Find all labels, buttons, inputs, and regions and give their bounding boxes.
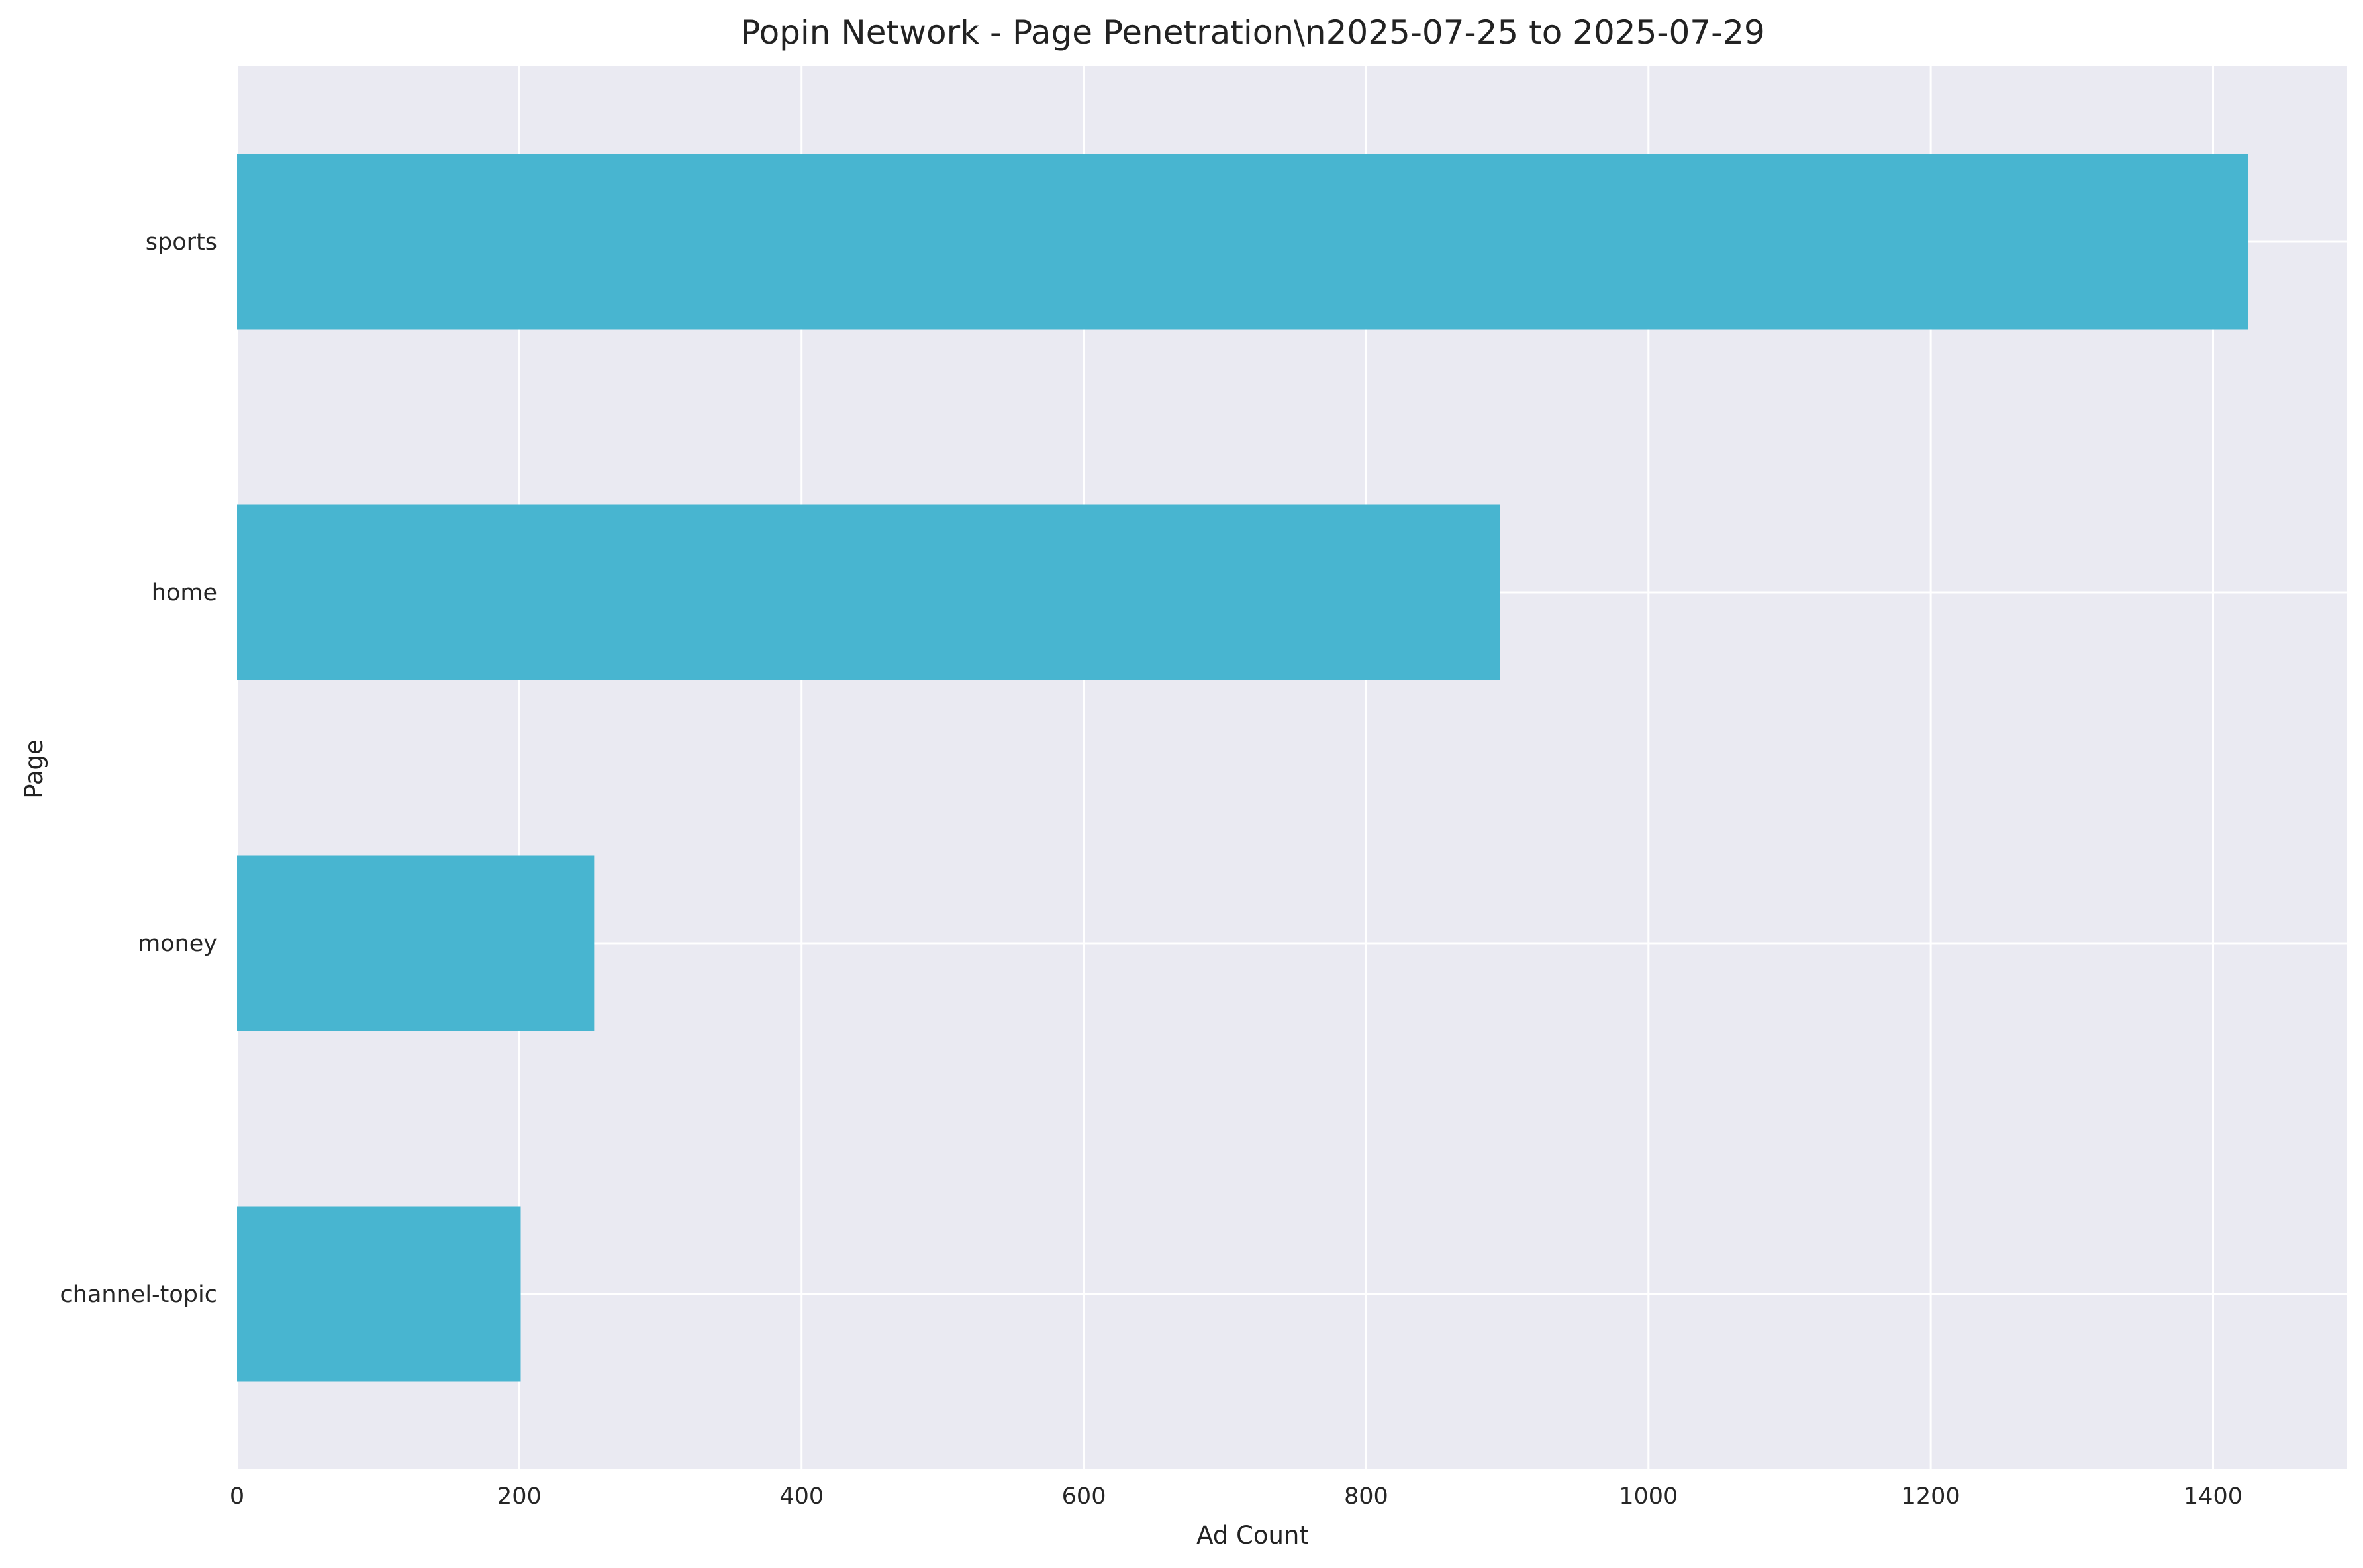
bar-money [237, 855, 595, 1031]
y-tick-label-sports: sports [146, 229, 217, 255]
x-tick-label: 600 [1062, 1483, 1106, 1510]
x-tick-label: 800 [1344, 1483, 1388, 1510]
y-tick-label-home: home [152, 580, 217, 606]
x-axis-label: Ad Count [1196, 1521, 1309, 1549]
bars [237, 154, 2248, 1382]
chart-title: Popin Network - Page Penetration\n2025-0… [740, 13, 1765, 52]
bar-channel-topic [237, 1206, 521, 1382]
x-tick-label: 1400 [2184, 1483, 2242, 1510]
x-tick-label: 1200 [1902, 1483, 1960, 1510]
y-tick-label-money: money [138, 931, 217, 957]
x-tick-label: 0 [230, 1483, 244, 1510]
y-tick-label-channel-topic: channel-topic [60, 1281, 217, 1308]
x-tick-label: 400 [779, 1483, 824, 1510]
bar-sports [237, 154, 2248, 330]
x-tick-label: 200 [497, 1483, 542, 1510]
bar-home [237, 504, 1500, 680]
y-axis-ticks: sports home money channel-topic [60, 229, 217, 1308]
x-axis-ticks: 0 200 400 600 800 1000 1200 1400 [230, 1483, 2242, 1510]
y-axis-label: Page [20, 739, 48, 799]
x-tick-label: 1000 [1619, 1483, 1678, 1510]
